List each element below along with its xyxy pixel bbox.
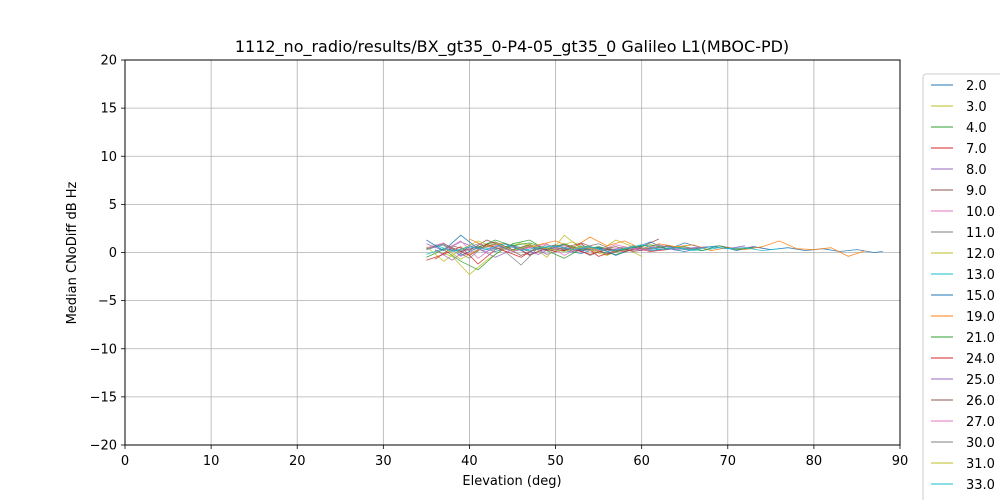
x-tick-label: 0 [121, 454, 129, 469]
x-tick-label: 70 [720, 454, 737, 469]
legend-label: 4.0 [966, 121, 987, 136]
legend-label: 2.0 [966, 79, 987, 94]
series-line-3-0 [434, 241, 642, 276]
x-tick-label: 30 [375, 454, 392, 469]
series-line-25-0 [434, 243, 746, 261]
series-line-27-0 [443, 240, 651, 259]
legend-label: 11.0 [966, 226, 995, 241]
legend-label: 24.0 [966, 352, 995, 367]
y-tick-label: −5 [98, 294, 117, 309]
series-lines [426, 234, 883, 276]
series-line-19-0 [469, 236, 866, 257]
legend-label: 3.0 [966, 100, 987, 115]
y-tick-label: −15 [90, 390, 117, 405]
y-tick-label: 10 [100, 150, 117, 165]
y-tick-label: 0 [109, 246, 117, 261]
series-line-21-0 [477, 239, 754, 252]
legend-label: 7.0 [966, 142, 987, 157]
series-line-12-0 [426, 234, 634, 262]
legend-label: 12.0 [966, 247, 995, 262]
x-tick-label: 50 [547, 454, 564, 469]
series-line-24-0 [434, 244, 642, 260]
y-tick-label: 5 [109, 198, 117, 213]
y-axis-label: Median CNoDiff dB Hz [65, 181, 80, 324]
legend-label: 30.0 [966, 436, 995, 451]
y-tick-label: −10 [90, 342, 117, 357]
legend-label: 26.0 [966, 394, 995, 409]
legend-label: 8.0 [966, 163, 987, 178]
x-tick-label: 80 [806, 454, 823, 469]
x-tick-label: 60 [633, 454, 650, 469]
axis-ticks: 0 10 20 30 40 50 60 70 80 90 −20 −15 −10 −5 0 5 10 15 20 [90, 54, 909, 470]
y-tick-label: 15 [100, 102, 117, 117]
y-tick-label: 20 [100, 54, 117, 69]
x-tick-label: 20 [289, 454, 306, 469]
y-tick-label: −20 [90, 439, 117, 454]
legend-label: 31.0 [966, 457, 995, 472]
x-tick-label: 10 [203, 454, 220, 469]
legend-label: 10.0 [966, 205, 995, 220]
legend-label: 27.0 [966, 415, 995, 430]
series-line-31-0 [443, 242, 599, 260]
legend-label: 33.0 [966, 478, 995, 493]
legend-label: 15.0 [966, 289, 995, 304]
series-line-33-0 [434, 243, 780, 252]
legend-box [922, 73, 1000, 504]
legend-label: 19.0 [966, 310, 995, 325]
x-tick-label: 40 [461, 454, 478, 469]
grid [124, 59, 901, 446]
legend-label: 9.0 [966, 184, 987, 199]
chart-title: 1112_no_radio/results/BX_gt35_0-P4-05_gt… [235, 37, 789, 57]
x-axis-label: Elevation (deg) [462, 474, 561, 489]
legend-label: 21.0 [966, 331, 995, 346]
x-tick-label: 90 [892, 454, 909, 469]
legend-label: 13.0 [966, 268, 995, 283]
legend-label: 25.0 [966, 373, 995, 388]
legend: 2.0 3.0 4.0 7.0 8.0 9.0 10.0 11.0 12.0 13.0 15.0 19… [922, 73, 1000, 504]
